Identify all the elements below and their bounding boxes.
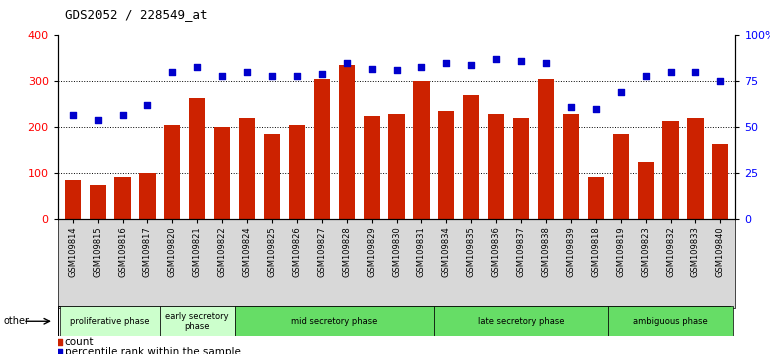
Bar <box>313 79 330 219</box>
Point <box>564 104 577 110</box>
Bar <box>89 185 105 219</box>
FancyBboxPatch shape <box>235 306 434 336</box>
Point <box>241 69 253 75</box>
Bar <box>139 173 156 219</box>
Point <box>665 69 677 75</box>
Point <box>216 73 229 79</box>
Point <box>141 103 153 108</box>
Point <box>316 71 328 77</box>
Bar <box>712 143 728 219</box>
Bar <box>438 111 454 219</box>
Point <box>266 73 278 79</box>
Point <box>236 230 249 235</box>
Point <box>440 60 453 66</box>
Point <box>640 73 652 79</box>
FancyBboxPatch shape <box>60 306 160 336</box>
Text: mid secretory phase: mid secretory phase <box>291 317 377 326</box>
Text: GDS2052 / 228549_at: GDS2052 / 228549_at <box>65 8 208 21</box>
Point <box>540 60 552 66</box>
Text: percentile rank within the sample: percentile rank within the sample <box>65 347 240 354</box>
Bar <box>613 134 629 219</box>
Point <box>614 90 627 95</box>
Bar <box>638 162 654 219</box>
Bar <box>65 181 81 219</box>
Text: proliferative phase: proliferative phase <box>70 317 150 326</box>
Point <box>515 58 527 64</box>
Bar <box>339 65 355 219</box>
Point <box>116 112 129 118</box>
Text: late secretory phase: late secretory phase <box>478 317 564 326</box>
Bar <box>388 114 405 219</box>
Bar <box>115 177 131 219</box>
Bar <box>164 125 180 219</box>
Point <box>92 117 104 123</box>
FancyBboxPatch shape <box>160 306 235 336</box>
Bar <box>588 177 604 219</box>
Text: ambiguous phase: ambiguous phase <box>633 317 708 326</box>
Bar <box>688 118 704 219</box>
Point <box>340 60 353 66</box>
Point <box>66 112 79 118</box>
Text: count: count <box>65 337 94 347</box>
Point <box>291 73 303 79</box>
Point <box>191 64 203 69</box>
Point <box>590 106 602 112</box>
Text: other: other <box>4 316 30 326</box>
Bar <box>563 114 579 219</box>
Point <box>415 64 427 69</box>
Bar <box>289 125 305 219</box>
Bar <box>464 95 480 219</box>
Text: early secretory
phase: early secretory phase <box>166 312 229 331</box>
Bar <box>189 97 206 219</box>
Bar <box>214 127 230 219</box>
FancyBboxPatch shape <box>608 306 733 336</box>
Bar <box>239 118 255 219</box>
Point <box>236 326 249 332</box>
Bar <box>363 116 380 219</box>
Bar <box>538 79 554 219</box>
FancyBboxPatch shape <box>434 306 608 336</box>
Bar <box>488 114 504 219</box>
Point <box>715 79 727 84</box>
Point <box>689 69 701 75</box>
Bar <box>264 134 280 219</box>
Bar <box>513 118 529 219</box>
Point <box>390 68 403 73</box>
Bar <box>413 81 430 219</box>
Point <box>465 62 477 68</box>
Bar <box>662 120 678 219</box>
Point <box>366 66 378 72</box>
Point <box>166 69 179 75</box>
Point <box>490 57 502 62</box>
